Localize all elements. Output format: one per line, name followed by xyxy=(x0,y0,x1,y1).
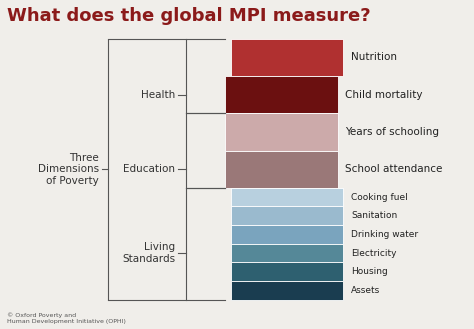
Bar xyxy=(226,76,337,113)
Text: Health: Health xyxy=(141,89,175,100)
Text: Sanitation: Sanitation xyxy=(351,211,397,220)
Text: Drinking water: Drinking water xyxy=(351,230,418,239)
Text: Assets: Assets xyxy=(351,286,380,295)
Text: What does the global MPI measure?: What does the global MPI measure? xyxy=(7,7,371,25)
Text: Housing: Housing xyxy=(351,267,388,276)
Bar xyxy=(231,281,343,300)
Bar xyxy=(226,113,337,151)
Bar xyxy=(231,262,343,281)
Bar xyxy=(226,151,337,188)
Text: Education: Education xyxy=(123,164,175,174)
Text: Nutrition: Nutrition xyxy=(351,52,397,62)
Bar xyxy=(231,188,343,206)
Text: Electricity: Electricity xyxy=(351,248,396,258)
Bar xyxy=(231,206,343,225)
Text: Cooking fuel: Cooking fuel xyxy=(351,192,408,202)
Bar xyxy=(231,244,343,262)
Text: Child mortality: Child mortality xyxy=(346,89,423,100)
Text: © Oxford Poverty and
Human Development Initiative (OPHI): © Oxford Poverty and Human Development I… xyxy=(7,313,126,324)
Text: Living
Standards: Living Standards xyxy=(122,242,175,264)
Text: Three
Dimensions
of Poverty: Three Dimensions of Poverty xyxy=(38,153,99,186)
Bar xyxy=(231,39,343,76)
Bar xyxy=(231,225,343,244)
Text: School attendance: School attendance xyxy=(346,164,443,174)
Text: Years of schooling: Years of schooling xyxy=(346,127,439,137)
